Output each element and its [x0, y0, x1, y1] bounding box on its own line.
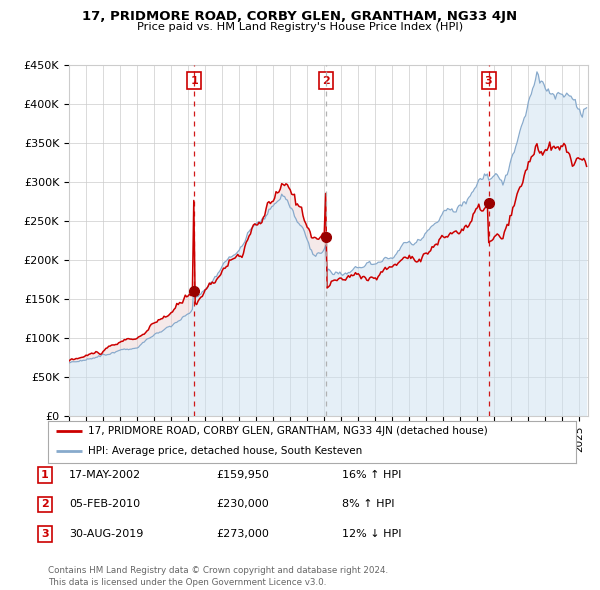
- Text: 16% ↑ HPI: 16% ↑ HPI: [342, 470, 401, 480]
- Text: £273,000: £273,000: [216, 529, 269, 539]
- Text: 17, PRIDMORE ROAD, CORBY GLEN, GRANTHAM, NG33 4JN: 17, PRIDMORE ROAD, CORBY GLEN, GRANTHAM,…: [82, 10, 518, 23]
- Text: 1: 1: [41, 470, 49, 480]
- Text: 12% ↓ HPI: 12% ↓ HPI: [342, 529, 401, 539]
- Text: 17, PRIDMORE ROAD, CORBY GLEN, GRANTHAM, NG33 4JN (detached house): 17, PRIDMORE ROAD, CORBY GLEN, GRANTHAM,…: [88, 427, 487, 436]
- Text: HPI: Average price, detached house, South Kesteven: HPI: Average price, detached house, Sout…: [88, 446, 362, 456]
- Text: 2: 2: [322, 76, 329, 86]
- Text: 17-MAY-2002: 17-MAY-2002: [69, 470, 141, 480]
- Text: 30-AUG-2019: 30-AUG-2019: [69, 529, 143, 539]
- Text: Price paid vs. HM Land Registry's House Price Index (HPI): Price paid vs. HM Land Registry's House …: [137, 22, 463, 32]
- Text: 8% ↑ HPI: 8% ↑ HPI: [342, 500, 395, 509]
- Text: 2: 2: [41, 500, 49, 509]
- Text: 1: 1: [191, 76, 198, 86]
- Text: 3: 3: [41, 529, 49, 539]
- Text: 3: 3: [485, 76, 493, 86]
- Text: 05-FEB-2010: 05-FEB-2010: [69, 500, 140, 509]
- Text: £159,950: £159,950: [216, 470, 269, 480]
- Text: Contains HM Land Registry data © Crown copyright and database right 2024.
This d: Contains HM Land Registry data © Crown c…: [48, 566, 388, 587]
- Text: £230,000: £230,000: [216, 500, 269, 509]
